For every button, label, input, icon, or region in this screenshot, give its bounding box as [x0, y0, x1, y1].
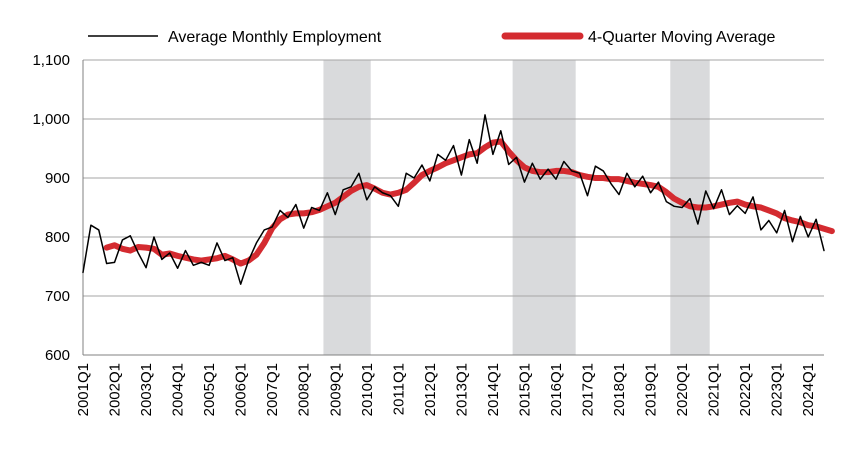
x-tick-label: 2017Q1 — [580, 363, 597, 416]
legend-label-monthly: Average Monthly Employment — [168, 29, 382, 46]
monthly-employment-line — [82, 114, 825, 285]
x-tick-label: 2022Q1 — [737, 363, 754, 416]
x-tick-label: 2015Q1 — [516, 363, 533, 416]
y-tick-labels: 600 700 800 900 1,000 1,100 — [32, 52, 70, 364]
y-tick-label: 1,000 — [32, 111, 70, 128]
x-tick-label: 2014Q1 — [485, 363, 502, 416]
x-tick-label: 2004Q1 — [170, 363, 187, 416]
x-tick-label: 2006Q1 — [233, 363, 250, 416]
y-tick-label: 700 — [45, 288, 70, 305]
x-tick-label: 2018Q1 — [611, 363, 628, 416]
x-tick-label: 2001Q1 — [75, 363, 92, 416]
x-tick-label: 2003Q1 — [138, 363, 155, 416]
moving-average-line — [103, 138, 835, 267]
x-tick-label: 2019Q1 — [643, 363, 660, 416]
series-lines — [82, 114, 835, 285]
x-tick-label: 2007Q1 — [264, 363, 281, 416]
x-tick-label: 2010Q1 — [359, 363, 376, 416]
x-tick-label: 2002Q1 — [107, 363, 124, 416]
y-tick-label: 1,100 — [32, 52, 70, 69]
x-tick-label: 2011Q1 — [390, 363, 407, 415]
x-tick-label: 2016Q1 — [548, 363, 565, 416]
x-tick-label: 2013Q1 — [453, 363, 470, 416]
x-tick-label: 2021Q1 — [706, 363, 723, 416]
recession-shading — [323, 60, 710, 355]
x-tick-label: 2008Q1 — [296, 363, 313, 416]
legend-label-moving-average: 4-Quarter Moving Average — [588, 29, 775, 46]
legend: Average Monthly Employment 4-Quarter Mov… — [88, 29, 775, 46]
y-tick-label: 600 — [45, 347, 70, 364]
y-tick-label: 800 — [45, 229, 70, 246]
x-tick-label: 2012Q1 — [422, 363, 439, 416]
x-tick-label: 2024Q1 — [800, 363, 817, 416]
x-tick-label: 2023Q1 — [769, 363, 786, 416]
x-tick-label: 2005Q1 — [201, 363, 218, 416]
x-tick-labels: 2001Q1 2002Q1 2003Q1 2004Q1 2005Q1 2006Q1 2007… — [75, 363, 817, 416]
axes — [82, 60, 824, 356]
shaded-period-2 — [512, 60, 576, 355]
x-tick-label: 2009Q1 — [327, 363, 344, 416]
y-tick-label: 900 — [45, 170, 70, 187]
x-tick-label: 2020Q1 — [674, 363, 691, 416]
